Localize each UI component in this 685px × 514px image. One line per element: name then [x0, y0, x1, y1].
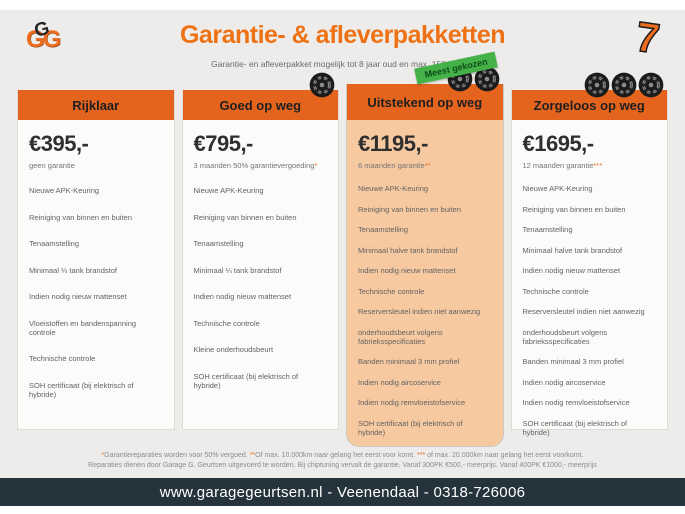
feature-item: SOH certificaat (bij elektrisch of hybri…: [358, 418, 463, 437]
feature-item: SOH certificaat (bij elektrisch of hybri…: [193, 371, 299, 390]
feature-item: Nieuwe APK-Keuring: [522, 184, 593, 193]
page-subtitle: Garantie- en afleverpakket mogelijk tot …: [211, 59, 474, 69]
feature-item: Indien nodig nieuw mattenset: [522, 266, 621, 275]
tire-icon: [309, 72, 335, 98]
feature-item: Technische controle: [522, 286, 589, 296]
package-card: Zorgeloos op weg €1695,- 12 maanden gara…: [510, 72, 668, 437]
package-header: Goed op weg: [182, 90, 338, 120]
tire-icon: [584, 72, 610, 98]
feature-item: Tenaamstelling: [358, 225, 409, 234]
header: G GG Garantie- & afleverpakketten Garant…: [0, 10, 685, 90]
package-body: €1195,- 6 maanden garantie** Nieuwe APK-…: [347, 120, 503, 437]
package-name: Uitstekend op weg: [367, 94, 483, 110]
logo-text: GG: [26, 26, 61, 53]
package-columns: Rijklaar €395,- geen garantie Nieuwe APK…: [0, 51, 685, 447]
feature-item: Nieuwe APK-Keuring: [358, 184, 429, 193]
feature-item: Indien nodig remvloeistofservice: [522, 398, 630, 407]
package-header: Uitstekend op weg: [347, 84, 503, 120]
feature-item: Indien nodig aircoservice: [358, 377, 441, 387]
feature-item: Nieuwe APK-Keuring: [29, 186, 100, 195]
feature-item: Reserversleutel indien niet aanwezig: [358, 307, 481, 316]
feature-item: Minimaal ¼ tank brandstof: [193, 265, 282, 275]
feature-item: Indien nodig nieuw mattenset: [358, 266, 456, 275]
feature-list: Nieuwe APK-Keuring Reiniging van binnen e…: [523, 184, 657, 437]
feature-item: Technische controle: [193, 318, 260, 328]
feature-item: Minimaal halve tank brandstof: [522, 245, 623, 255]
feature-item: Indien nodig remvloeistofservice: [358, 398, 466, 407]
feature-item: Banden minimaal 3 mm profiel: [358, 357, 460, 366]
feature-item: Vloeistoffen en bandenspanning controle: [29, 318, 137, 337]
feature-item: onderhoudsbeurt volgens fabrieksspecific…: [522, 327, 608, 346]
package-card: Meest gekozen Uitstekend op weg €1195,- …: [346, 51, 504, 447]
package-body: €795,- 3 maanden 50% garantievergoeding*…: [183, 120, 339, 390]
footer-bar: www.garagegeurtsen.nl - Veenendaal - 031…: [0, 478, 685, 506]
feature-item: Reiniging van binnen en buiten: [29, 212, 132, 222]
feature-item: Reiniging van binnen en buiten: [522, 204, 626, 214]
feature-item: Tenaamstelling: [29, 239, 80, 248]
feature-item: SOH certificaat (bij elektrisch of hybri…: [522, 418, 628, 437]
package-price-note: 12 maanden garantie***: [522, 161, 603, 170]
package-body: €395,- geen garantie Nieuwe APK-Keuring R…: [18, 120, 174, 399]
footer-contact-link[interactable]: www.garagegeurtsen.nl - Veenendaal - 031…: [159, 483, 526, 501]
page-title: Garantie- & afleverpakketten: [179, 21, 506, 49]
package-card: Rijklaar €395,- geen garantie Nieuwe APK…: [17, 90, 175, 430]
package-header: Rijklaar: [18, 90, 174, 120]
package-price: €1695,-: [522, 131, 595, 156]
feature-item: Banden minimaal 3 mm profiel: [522, 357, 624, 366]
package-body: €1695,- 12 maanden garantie*** Nieuwe AP…: [512, 120, 668, 437]
feature-item: Minimaal ¼ tank brandstof: [29, 265, 117, 275]
feature-list: Nieuwe APK-Keuring Reiniging van binnen e…: [29, 186, 163, 399]
feature-item: onderhoudsbeurt volgens fabrieksspecific…: [358, 327, 443, 346]
feature-list: Nieuwe APK-Keuring Reiniging van binnen e…: [194, 186, 328, 390]
feature-item: Tenaamstelling: [193, 239, 244, 248]
flyer-canvas: G GG Garantie- & afleverpakketten Garant…: [0, 10, 685, 478]
feature-item: Reiniging van binnen en buiten: [358, 204, 461, 214]
footnotes: *Garantiereparaties worden voor 50% verg…: [0, 451, 685, 471]
package-price-note: 6 maanden garantie**: [358, 161, 431, 170]
garage-logo: G GG: [20, 16, 80, 52]
package-card: Goed op weg €795,- 3 maanden 50% garanti…: [181, 72, 339, 430]
feature-item: Indien nodig nieuw mattenset: [193, 292, 292, 301]
package-price: €395,-: [29, 131, 89, 156]
feature-item: Technische controle: [358, 286, 425, 296]
tire-icon: [474, 66, 500, 92]
package-price-note: geen garantie: [29, 161, 75, 170]
tire-icon: [611, 72, 637, 98]
feature-item: Kleine onderhoudsbeurt: [193, 345, 274, 354]
feature-item: SOH certificaat (bij elektrisch of hybri…: [29, 380, 134, 399]
feature-item: Minimaal halve tank brandstof: [358, 245, 458, 255]
feature-item: Tenaamstelling: [522, 225, 573, 234]
wheel-icons: [309, 72, 335, 98]
package-name: Rijklaar: [72, 97, 120, 113]
package-price-note: 3 maanden 50% garantievergoeding*: [193, 161, 318, 170]
package-header: Zorgeloos op weg: [511, 90, 667, 120]
tire-icon: [638, 72, 664, 98]
feature-list: Nieuwe APK-Keuring Reiniging van binnen e…: [358, 184, 492, 437]
feature-item: Nieuwe APK-Keuring: [193, 186, 264, 195]
feature-item: Indien nodig nieuw mattenset: [29, 292, 127, 301]
wheel-icons: [584, 72, 664, 98]
package-name: Zorgeloos op weg: [533, 97, 645, 113]
footnote-line1: *Garantiereparaties worden voor 50% verg…: [101, 452, 584, 459]
feature-item: Reserversleutel indien niet aanwezig: [522, 307, 645, 316]
package-price: €795,-: [193, 131, 254, 156]
footnote-line2: Reparaties dienen door Garage G. Geurtse…: [88, 462, 597, 470]
feature-item: Indien nodig aircoservice: [522, 377, 606, 387]
feature-item: Technische controle: [29, 354, 96, 363]
package-price: €1195,-: [358, 131, 428, 156]
header-center: Garantie- & afleverpakketten Garantie- e…: [0, 10, 685, 69]
package-name: Goed op weg: [219, 97, 302, 113]
feature-item: Reiniging van binnen en buiten: [193, 212, 297, 222]
